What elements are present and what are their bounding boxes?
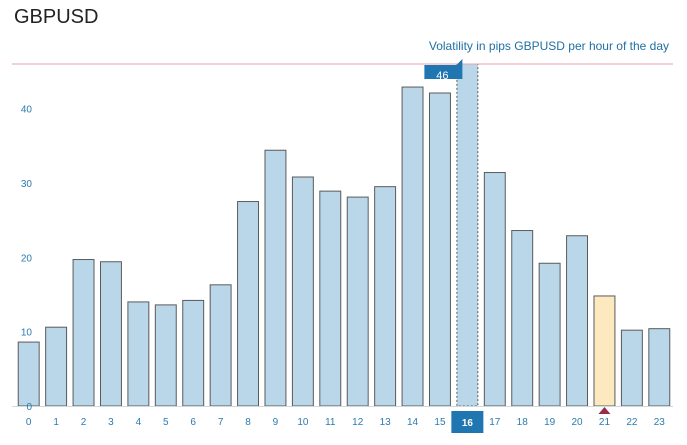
bar	[511, 230, 534, 407]
x-tick-label: 13	[380, 417, 392, 428]
x-tick-label: 5	[163, 417, 169, 428]
bars-layer	[17, 63, 671, 407]
bar	[456, 63, 479, 407]
x-tick-label: 3	[108, 417, 114, 428]
bar	[291, 176, 314, 407]
bar	[237, 201, 260, 407]
bar	[428, 92, 451, 407]
chart-subtitle: Volatility in pips GBPUSD per hour of th…	[428, 39, 669, 53]
y-tick-label: 0	[26, 402, 32, 413]
bar	[319, 190, 342, 407]
bar	[127, 301, 150, 407]
x-tick-label: 12	[352, 417, 364, 428]
x-tick-label: 15	[434, 417, 446, 428]
bar	[620, 329, 643, 407]
y-tick-label: 20	[21, 253, 33, 264]
page-title: GBPUSD	[14, 6, 99, 28]
x-tick-label: 1	[53, 417, 59, 428]
x-tick-label: 10	[297, 417, 309, 428]
bar	[483, 172, 506, 407]
x-tick-label: 0	[26, 417, 32, 428]
x-tick-label: 21	[599, 417, 611, 428]
x-tick-label: 2	[81, 417, 87, 428]
highlighted-hour-badge	[451, 411, 484, 433]
bar	[566, 235, 589, 407]
bar	[374, 186, 397, 407]
x-tick-label: 4	[136, 417, 142, 428]
x-tick-label: 17	[489, 417, 501, 428]
y-tick-label: 10	[21, 328, 33, 339]
bar	[538, 262, 561, 407]
x-tick-label: 14	[407, 417, 419, 428]
x-tick-label: 22	[626, 417, 638, 428]
bar	[72, 259, 95, 407]
x-tick-label: 7	[218, 417, 224, 428]
bar	[17, 341, 40, 407]
x-tick-label: 18	[517, 417, 529, 428]
bar	[182, 299, 205, 407]
x-tick-label: 11	[325, 417, 336, 428]
bar	[99, 261, 122, 407]
x-tick-label: 19	[544, 417, 556, 428]
y-tick-label: 30	[21, 179, 33, 190]
bar	[264, 149, 287, 407]
bar	[346, 196, 369, 407]
bar	[401, 86, 424, 407]
tooltip-label: 46	[436, 70, 448, 82]
x-tick-label: 6	[190, 417, 196, 428]
bar	[154, 304, 177, 407]
x-tick-label: 23	[654, 417, 666, 428]
bar	[209, 284, 232, 407]
x-tick-label: 16	[462, 418, 474, 429]
bar	[648, 328, 671, 407]
current-hour-marker	[598, 407, 611, 414]
x-tick-label: 20	[571, 417, 583, 428]
y-tick-label: 40	[21, 105, 33, 116]
bar	[45, 326, 68, 407]
bar	[593, 295, 616, 407]
overlay-layer: 46	[424, 59, 463, 82]
x-tick-label: 8	[245, 417, 251, 428]
tooltip-box	[424, 59, 463, 79]
x-tick-label: 9	[273, 417, 279, 428]
